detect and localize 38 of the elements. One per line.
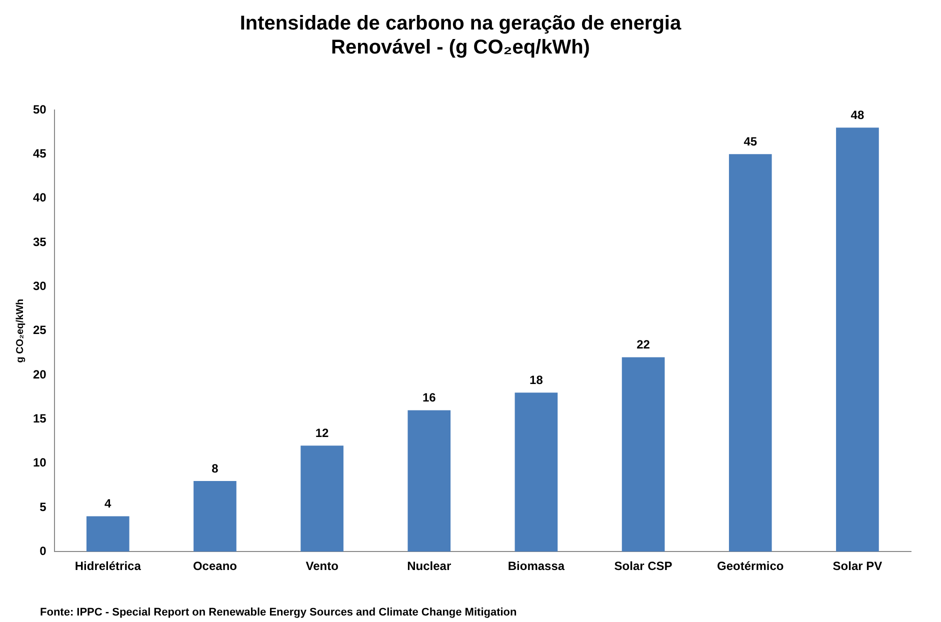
bar [728, 154, 772, 552]
x-tick-label: Solar PV [832, 559, 882, 574]
bar [514, 392, 558, 552]
data-label: 16 [422, 390, 436, 405]
data-label: 45 [744, 134, 758, 148]
bar [836, 128, 879, 552]
y-tick-label: 35 [32, 234, 47, 249]
x-tick-label: Vento [306, 559, 338, 574]
x-tick-label: Solar CSP [614, 559, 672, 574]
y-axis-title: g CO₂eq/kWh [14, 298, 26, 363]
data-label: 12 [315, 426, 330, 440]
bar [86, 516, 130, 552]
data-label: 48 [850, 108, 864, 122]
y-tick-label: 40 [32, 190, 47, 205]
x-tick-label: Oceano [192, 559, 237, 574]
y-tick-label: 15 [32, 411, 47, 426]
y-tick-label: 50 [32, 102, 47, 116]
data-label: 22 [636, 338, 650, 352]
y-tick-label: 10 [32, 456, 47, 470]
y-tick-label: 30 [32, 278, 47, 293]
y-tick-label: 0 [40, 544, 47, 558]
chart-title: Intensidade de carbono na geração de energia Renovável - (g CO₂eq/kWh) [240, 12, 682, 59]
x-tick-label: Biomassa [508, 559, 565, 574]
x-tick-label: Nuclear [407, 559, 452, 574]
data-label: 18 [530, 372, 544, 387]
data-label: 4 [104, 496, 112, 511]
bar [622, 357, 665, 552]
y-tick-label: 45 [32, 146, 47, 160]
y-tick-label: 5 [40, 500, 47, 514]
bar [408, 410, 451, 552]
data-label: 8 [212, 461, 219, 476]
bar [300, 446, 344, 552]
x-tick-label: Geotérmico [717, 559, 784, 574]
y-tick-label: 20 [32, 367, 47, 382]
x-tick-label: Hidrelétrica [74, 559, 142, 574]
source-note: Fonte: IPPC - Special Report on Renewable Energy Sources and Climate Change Mitigation [40, 606, 518, 619]
y-tick-label: 25 [32, 323, 47, 338]
bar [194, 480, 236, 552]
